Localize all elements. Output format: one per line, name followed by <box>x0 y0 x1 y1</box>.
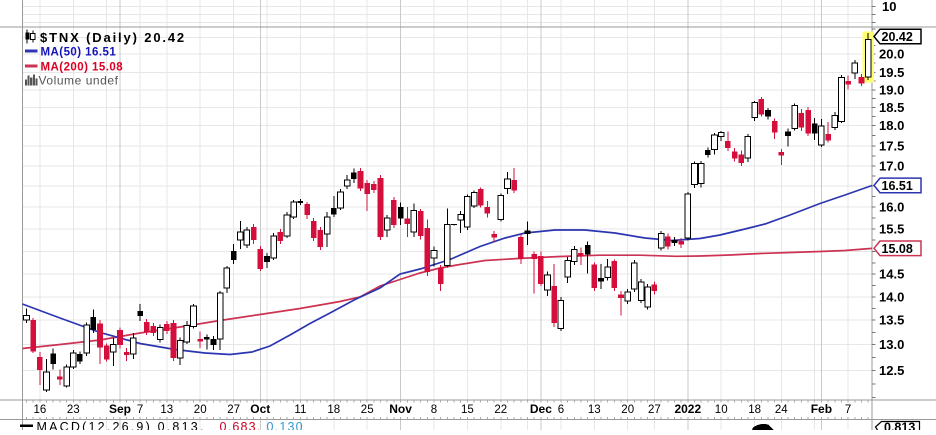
svg-text:20.42: 20.42 <box>882 30 913 44</box>
svg-text:12.5: 12.5 <box>879 363 904 378</box>
svg-text:19.0: 19.0 <box>879 82 904 97</box>
svg-text:MA(200) 15.08: MA(200) 15.08 <box>41 62 124 74</box>
svg-text:19.5: 19.5 <box>879 65 904 80</box>
svg-text:10: 10 <box>882 0 896 14</box>
svg-text:20: 20 <box>621 404 634 416</box>
svg-text:MACD(12,26,9) 0.813,: MACD(12,26,9) 0.813, <box>37 420 206 430</box>
svg-text:MA(50) 16.51: MA(50) 16.51 <box>41 47 117 59</box>
svg-text:Feb: Feb <box>811 402 832 416</box>
svg-text:Nov: Nov <box>389 402 412 416</box>
svg-text:18: 18 <box>748 404 761 416</box>
svg-text:15.5: 15.5 <box>879 222 904 237</box>
svg-text:16.51: 16.51 <box>882 179 913 193</box>
svg-text:22: 22 <box>494 404 507 416</box>
svg-text:18: 18 <box>327 404 340 416</box>
svg-text:14.5: 14.5 <box>879 267 904 282</box>
svg-text:0.813: 0.813 <box>884 421 915 431</box>
svg-text:7: 7 <box>137 404 143 416</box>
svg-text:14.0: 14.0 <box>879 290 904 305</box>
svg-text:Sep: Sep <box>109 402 131 416</box>
svg-text:6: 6 <box>558 404 564 416</box>
svg-text:2022: 2022 <box>674 402 701 416</box>
svg-text:17.0: 17.0 <box>879 159 904 174</box>
svg-text:15.08: 15.08 <box>882 242 913 256</box>
svg-text:20: 20 <box>194 404 207 416</box>
svg-text:13.0: 13.0 <box>879 337 904 352</box>
svg-text:13: 13 <box>160 404 173 416</box>
svg-text:13: 13 <box>588 404 601 416</box>
svg-text:16.0: 16.0 <box>879 200 904 215</box>
svg-text:Volume undef: Volume undef <box>39 74 119 88</box>
svg-text:10: 10 <box>715 404 728 416</box>
svg-text:18.5: 18.5 <box>879 100 904 115</box>
svg-text:8: 8 <box>431 404 437 416</box>
svg-text:27: 27 <box>227 404 240 416</box>
svg-text:15: 15 <box>461 404 474 416</box>
svg-text:13.5: 13.5 <box>879 313 904 328</box>
svg-text:24: 24 <box>775 404 788 416</box>
svg-text:Oct: Oct <box>250 402 270 416</box>
svg-text:Dec: Dec <box>530 402 552 416</box>
svg-text:23: 23 <box>67 404 80 416</box>
svg-text:0.683,: 0.683, <box>220 420 262 430</box>
svg-text:27: 27 <box>648 404 661 416</box>
svg-text:16: 16 <box>34 404 47 416</box>
svg-text:7: 7 <box>845 404 851 416</box>
svg-text:20.0: 20.0 <box>879 47 904 62</box>
svg-text:17.5: 17.5 <box>879 138 904 153</box>
svg-text:18.0: 18.0 <box>879 118 904 133</box>
svg-text:$TNX (Daily) 20.42: $TNX (Daily) 20.42 <box>40 30 186 45</box>
svg-text:25: 25 <box>361 404 374 416</box>
svg-text:11: 11 <box>294 404 306 416</box>
svg-text:0.130: 0.130 <box>267 420 304 430</box>
